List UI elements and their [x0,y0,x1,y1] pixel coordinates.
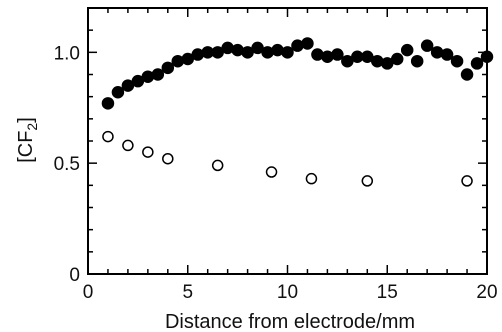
filled-data-point [381,57,394,70]
axis-ticks [87,7,488,275]
filled-data-point [101,97,115,110]
filled-data-point [161,61,175,75]
filled-data-point [131,74,145,88]
y-axis-title-subscript: 2 [24,123,40,131]
y-tick-label: 0.5 [54,154,80,175]
filled-data-point [271,43,284,57]
filled-data-point [321,50,334,64]
filled-data-point [331,48,344,61]
open-data-point [211,159,224,172]
filled-data-point [301,37,314,50]
filled-data-point [420,39,434,52]
y-axis-title-close: ] [15,117,37,123]
x-tick-label: 5 [182,282,193,303]
filled-data-point [111,85,125,99]
filled-data-point [430,46,444,59]
filled-data-point [231,43,244,57]
filled-data-point [191,48,204,61]
filled-data-point [361,50,374,64]
x-tick-label: 10 [277,282,298,303]
filled-data-point [470,57,484,70]
filled-data-point [281,46,294,59]
filled-data-point [151,68,165,81]
filled-data-point [311,48,324,61]
filled-data-point [291,39,304,52]
filled-data-point [121,79,135,92]
open-data-point [265,166,278,178]
filled-data-point [450,54,464,68]
x-tick-label: 15 [377,282,398,303]
filled-data-point [440,48,454,61]
open-data-point [102,130,114,143]
open-data-point [162,152,174,165]
filled-data-point [211,46,224,59]
open-data-point [305,172,318,185]
open-data-point [461,175,473,187]
axis-tick-labels: 0 5 10 15 20 0 0.5 1.0 [54,43,498,303]
filled-data-point [141,70,155,83]
filled-data-point [261,46,274,59]
filled-data-point [171,54,185,68]
y-tick-label: 0 [69,265,80,286]
open-data-point [142,146,154,158]
filled-data-point [390,52,404,66]
y-axis-title-main: [CF [15,131,37,163]
filled-data-point [251,41,264,55]
filled-data-point [241,46,254,59]
open-data-point [122,139,134,152]
y-axis-title: [CF2] [15,117,40,163]
filled-data-point [181,52,194,66]
data-points [101,37,494,187]
x-tick-label: 0 [83,282,94,303]
filled-data-point [341,54,354,68]
filled-data-point [480,50,494,64]
open-data-point [361,175,374,187]
x-tick-label: 20 [476,282,497,303]
y-tick-label: 1.0 [54,43,80,64]
filled-data-point [460,68,474,81]
filled-data-point [410,54,424,68]
filled-data-point [400,43,414,57]
filled-data-point [221,41,234,55]
filled-data-point [371,54,384,68]
x-axis-title: Distance from electrode/mm [165,311,415,332]
